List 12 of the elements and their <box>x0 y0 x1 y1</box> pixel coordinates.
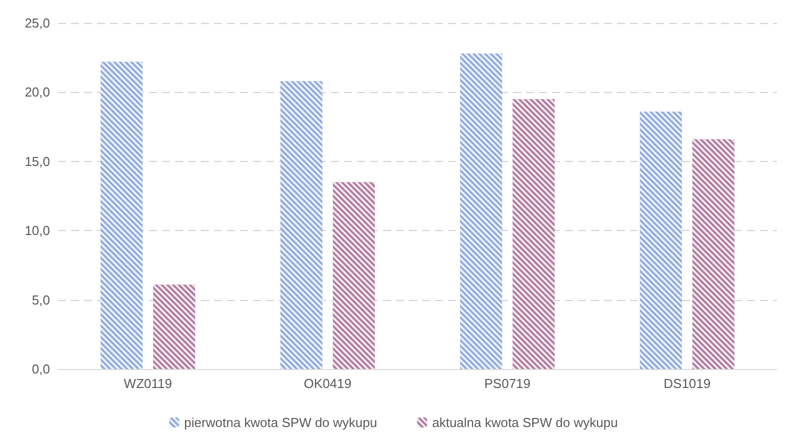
x-tick-label: DS1019 <box>664 376 711 391</box>
x-tick-label: OK0419 <box>304 376 352 391</box>
x-tick-label: WZ0119 <box>124 376 172 391</box>
y-tick-label: 10,0 <box>24 223 50 238</box>
x-tick-label: PS0719 <box>484 376 531 391</box>
legend-label: pierwotna kwota SPW do wykupu <box>184 415 378 430</box>
y-tick-label: 20,0 <box>24 84 50 100</box>
y-tick-label: 0,0 <box>32 362 50 376</box>
y-tick-label: 5,0 <box>32 292 50 308</box>
legend-label: aktualna kwota SPW do wykupu <box>432 415 618 430</box>
y-tick-label: 25,0 <box>24 16 50 30</box>
y-tick-label: 15,0 <box>24 154 50 169</box>
